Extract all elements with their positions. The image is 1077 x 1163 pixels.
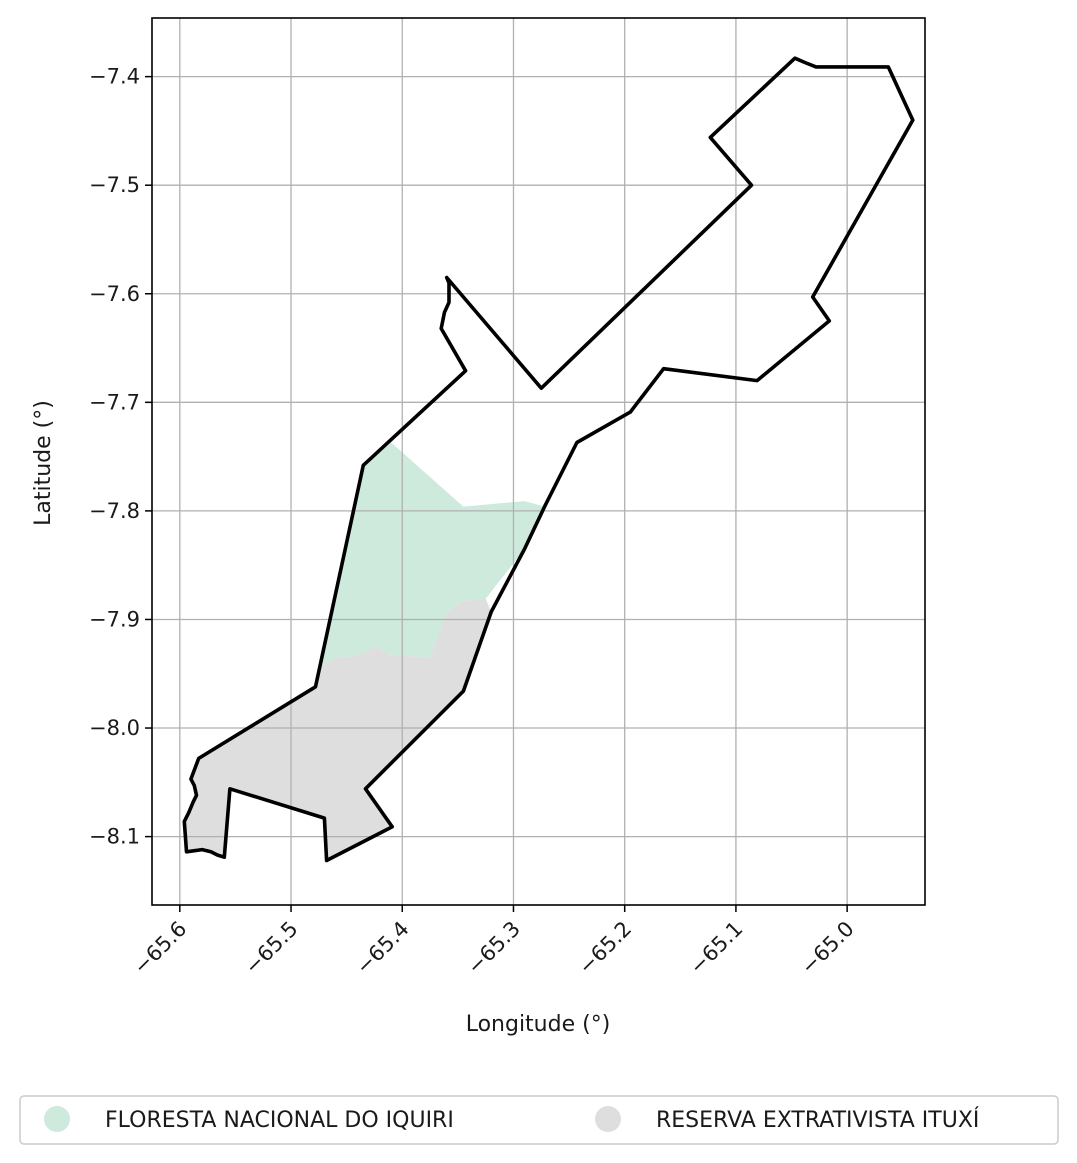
area-floresta-nacional-do-iquiri — [318, 442, 545, 669]
y-tick-label: −7.5 — [89, 173, 140, 197]
y-tick-label: −8.1 — [89, 825, 140, 849]
grid-layer — [152, 18, 925, 905]
y-tick-label: −8.0 — [89, 716, 140, 740]
y-axis-ticks: −7.4 −7.5 −7.6 −7.7 −7.8 −7.9 −8.0 −8.1 — [89, 65, 152, 849]
y-tick-label: −7.4 — [89, 65, 140, 89]
y-tick-label: −7.7 — [89, 390, 140, 414]
protected-areas-layer — [184, 442, 545, 861]
legend-marker-floresta — [44, 1106, 70, 1132]
x-axis-label: Longitude (°) — [466, 1012, 611, 1037]
legend-marker-reserva — [595, 1106, 621, 1132]
plot-frame — [151, 17, 926, 906]
legend-frame — [19, 1095, 1059, 1145]
legend: FLORESTA NACIONAL DO IQUIRI RESERVA EXTR… — [19, 1095, 1059, 1145]
legend-label-floresta: FLORESTA NACIONAL DO IQUIRI — [105, 1108, 454, 1133]
region-boundary — [182, 56, 915, 863]
y-tick-label: −7.9 — [89, 607, 140, 631]
area-reserva-extrativista-ituxi — [184, 598, 492, 861]
y-axis-label: Latitude (°) — [31, 400, 56, 526]
boundary-layer — [182, 56, 915, 863]
y-tick-label: −7.6 — [89, 282, 140, 306]
legend-label-reserva: RESERVA EXTRATIVISTA ITUXÍ — [656, 1107, 979, 1133]
y-tick-label: −7.8 — [89, 499, 140, 523]
